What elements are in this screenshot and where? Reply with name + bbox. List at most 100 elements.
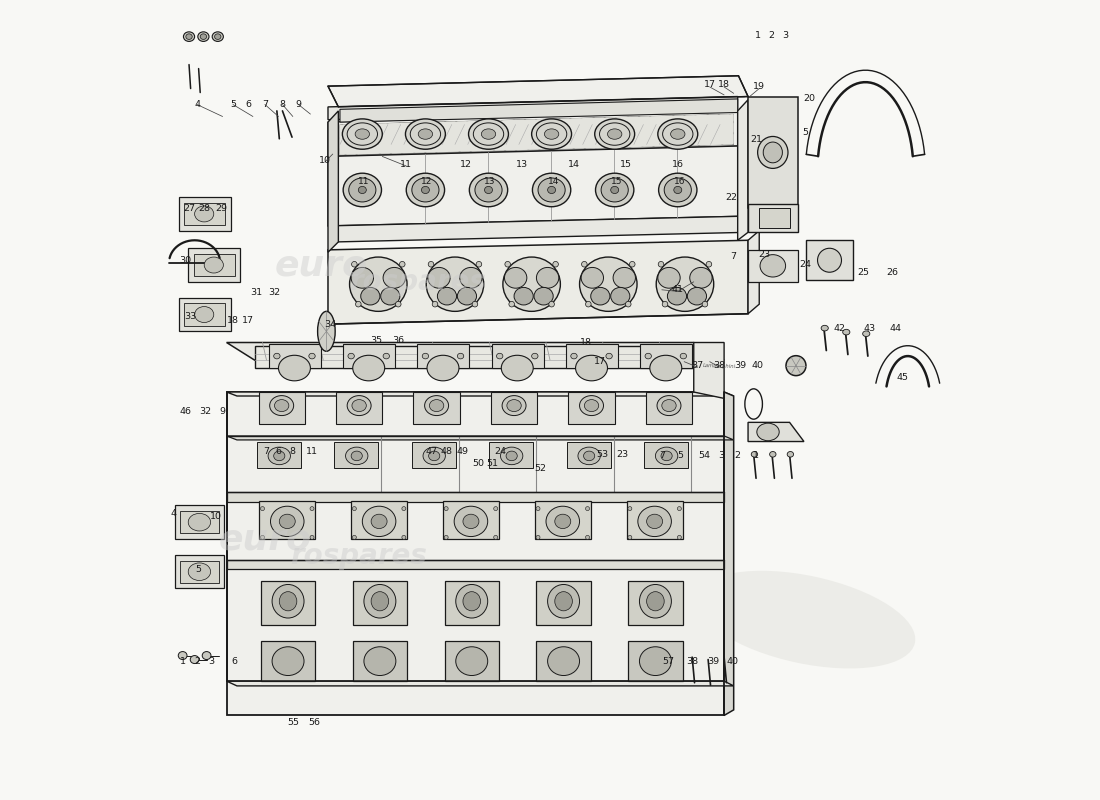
Ellipse shape	[353, 355, 385, 381]
Ellipse shape	[668, 287, 686, 305]
Polygon shape	[328, 146, 738, 226]
Bar	[414, 392, 460, 424]
Text: 2: 2	[768, 31, 774, 40]
Text: 15: 15	[610, 178, 621, 186]
Text: 16: 16	[672, 160, 684, 169]
Polygon shape	[328, 111, 339, 252]
Polygon shape	[175, 506, 224, 539]
Text: 18: 18	[718, 80, 730, 89]
Ellipse shape	[817, 248, 842, 272]
Ellipse shape	[428, 262, 433, 267]
Ellipse shape	[190, 655, 199, 663]
Text: 17: 17	[242, 316, 254, 325]
Ellipse shape	[272, 646, 304, 675]
Ellipse shape	[355, 129, 370, 139]
Text: 49: 49	[456, 446, 469, 456]
Text: 11: 11	[400, 160, 412, 169]
Ellipse shape	[580, 257, 637, 311]
Ellipse shape	[476, 262, 482, 267]
Ellipse shape	[690, 267, 712, 288]
Text: 13: 13	[484, 178, 496, 186]
Text: 9: 9	[220, 407, 225, 417]
Text: 39: 39	[707, 658, 719, 666]
Ellipse shape	[758, 137, 788, 169]
Ellipse shape	[626, 302, 631, 307]
Ellipse shape	[786, 356, 806, 376]
Ellipse shape	[371, 514, 387, 529]
Ellipse shape	[678, 535, 681, 539]
Ellipse shape	[537, 267, 559, 288]
Ellipse shape	[274, 451, 285, 461]
Ellipse shape	[629, 262, 635, 267]
Ellipse shape	[531, 354, 538, 359]
Text: 6: 6	[275, 446, 282, 456]
Bar	[537, 582, 591, 626]
Text: 14: 14	[548, 178, 559, 186]
Text: 7: 7	[659, 451, 664, 461]
Ellipse shape	[706, 262, 712, 267]
Polygon shape	[328, 76, 748, 107]
Polygon shape	[328, 216, 748, 242]
Bar	[535, 501, 591, 539]
Ellipse shape	[463, 514, 478, 529]
Text: 24: 24	[800, 260, 812, 269]
Polygon shape	[328, 97, 738, 120]
Bar	[261, 582, 316, 626]
Text: 9: 9	[296, 100, 301, 109]
Polygon shape	[254, 346, 722, 368]
Ellipse shape	[613, 267, 636, 288]
Ellipse shape	[275, 400, 289, 411]
Text: 50: 50	[472, 459, 484, 468]
Ellipse shape	[359, 186, 366, 194]
Text: 40: 40	[726, 658, 738, 666]
Polygon shape	[178, 298, 231, 331]
Ellipse shape	[355, 302, 361, 307]
Ellipse shape	[362, 506, 396, 537]
Ellipse shape	[770, 451, 776, 457]
Bar	[646, 392, 692, 424]
Ellipse shape	[271, 506, 304, 537]
Text: 28: 28	[198, 204, 210, 213]
Ellipse shape	[549, 302, 554, 307]
Polygon shape	[227, 342, 724, 360]
Ellipse shape	[195, 306, 213, 322]
Polygon shape	[227, 392, 734, 396]
Text: 8: 8	[279, 100, 286, 109]
Ellipse shape	[702, 302, 707, 307]
Ellipse shape	[381, 287, 400, 305]
Polygon shape	[748, 422, 804, 442]
Ellipse shape	[472, 302, 477, 307]
Ellipse shape	[610, 186, 618, 194]
Text: 3: 3	[208, 658, 214, 666]
Text: 43: 43	[864, 324, 876, 333]
Polygon shape	[227, 492, 724, 502]
Text: 15: 15	[620, 160, 631, 169]
Ellipse shape	[595, 173, 634, 206]
Ellipse shape	[582, 262, 587, 267]
Polygon shape	[340, 114, 734, 155]
Ellipse shape	[502, 396, 526, 415]
Text: 24: 24	[495, 446, 506, 456]
Ellipse shape	[214, 34, 221, 39]
Ellipse shape	[470, 173, 508, 206]
Ellipse shape	[657, 257, 714, 311]
Text: 4: 4	[170, 509, 176, 518]
Text: 26: 26	[886, 268, 898, 277]
Ellipse shape	[532, 173, 571, 206]
Ellipse shape	[757, 423, 779, 441]
Bar	[628, 582, 683, 626]
Polygon shape	[175, 555, 224, 589]
Text: 3: 3	[718, 451, 725, 461]
Ellipse shape	[279, 514, 295, 529]
Text: 55: 55	[287, 718, 299, 727]
Ellipse shape	[496, 354, 503, 359]
Ellipse shape	[349, 178, 376, 202]
Ellipse shape	[843, 330, 850, 335]
Ellipse shape	[418, 129, 432, 139]
Ellipse shape	[647, 592, 664, 611]
Text: 6: 6	[231, 658, 238, 666]
Polygon shape	[328, 240, 748, 324]
Text: 5: 5	[230, 100, 236, 109]
Text: 10: 10	[210, 512, 222, 521]
Ellipse shape	[463, 592, 481, 611]
